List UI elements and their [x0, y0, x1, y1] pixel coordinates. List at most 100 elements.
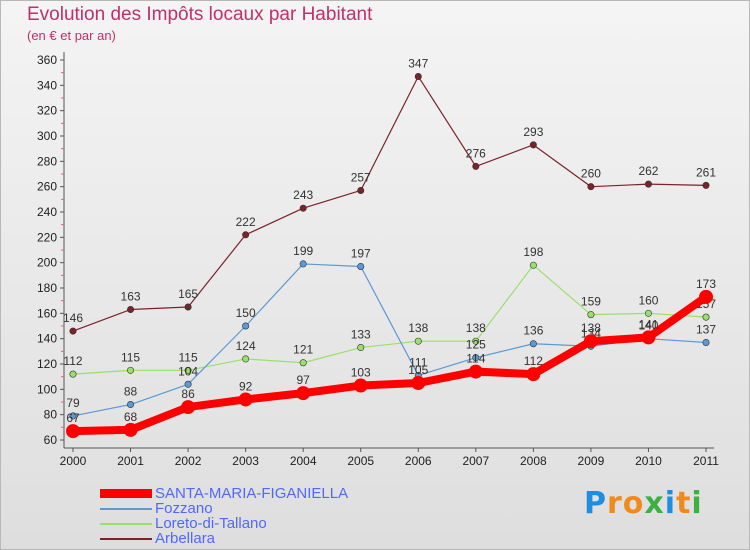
data-point-santa-maria-figaniella — [123, 422, 138, 437]
legend-label: Loreto-di-Tallano — [155, 515, 267, 532]
data-point-loreto-di-tallano — [357, 344, 365, 352]
data-label-arbellara: 163 — [121, 290, 141, 304]
data-label-santa-maria-figaniella: 173 — [696, 277, 716, 291]
legend-item-santa-maria-figaniella: SANTA-MARIA-FIGANIELLA — [100, 486, 348, 501]
x-tick-label: 2005 — [347, 454, 374, 468]
data-label-loreto-di-tallano: 124 — [236, 339, 256, 353]
data-label-arbellara: 257 — [351, 170, 371, 184]
y-tick-label: 180 — [37, 281, 57, 295]
y-tick-label: 320 — [37, 104, 57, 118]
data-label-arbellara: 261 — [696, 165, 716, 179]
data-label-santa-maria-figaniella: 112 — [524, 354, 543, 368]
data-label-arbellara: 262 — [638, 164, 658, 178]
data-label-santa-maria-figaniella: 86 — [181, 387, 195, 401]
data-label-santa-maria-figaniella: 68 — [124, 410, 138, 424]
data-label-loreto-di-tallano: 112 — [63, 354, 82, 368]
data-label-fozzano: 104 — [178, 364, 198, 378]
data-point-fozzano — [299, 260, 307, 268]
data-point-arbellara — [644, 180, 652, 188]
x-tick-label: 2008 — [520, 454, 547, 468]
logo-letter: i — [691, 486, 703, 521]
data-point-arbellara — [69, 327, 77, 335]
data-point-loreto-di-tallano — [69, 370, 77, 378]
legend-swatch — [100, 489, 152, 498]
y-tick-label: 160 — [37, 306, 57, 320]
y-tick-label: 360 — [37, 53, 57, 67]
data-label-fozzano: 88 — [124, 385, 138, 399]
data-point-loreto-di-tallano — [242, 355, 250, 363]
data-label-loreto-di-tallano: 198 — [523, 245, 543, 259]
proxiti-logo: Proxiti — [584, 486, 703, 521]
logo-letter: t — [676, 486, 692, 521]
legend-swatch — [100, 522, 152, 525]
data-label-loreto-di-tallano: 159 — [581, 295, 601, 309]
y-tick-label: 260 — [37, 180, 57, 194]
data-point-arbellara — [184, 303, 192, 311]
data-point-fozzano — [357, 262, 365, 270]
data-point-loreto-di-tallano — [184, 366, 192, 374]
x-tick-label: 2006 — [405, 454, 432, 468]
data-label-fozzano: 197 — [351, 246, 371, 260]
data-label-fozzano: 79 — [66, 396, 80, 410]
data-point-fozzano — [529, 340, 537, 348]
data-point-santa-maria-figaniella — [583, 334, 598, 349]
legend-label: Fozzano — [155, 500, 213, 517]
data-point-fozzano — [184, 380, 192, 388]
data-label-santa-maria-figaniella: 105 — [408, 363, 428, 377]
data-point-loreto-di-tallano — [414, 337, 422, 345]
data-point-arbellara — [127, 306, 135, 314]
legend-item-arbellara: Arbellara — [100, 531, 215, 546]
data-point-loreto-di-tallano — [127, 366, 135, 374]
series-line-santa-maria-figaniella — [69, 292, 710, 436]
data-label-arbellara: 243 — [293, 188, 313, 202]
data-label-loreto-di-tallano: 121 — [293, 343, 313, 357]
x-tick-label: 2011 — [693, 454, 719, 468]
chart-subtitle: (en € et par an) — [27, 28, 116, 43]
data-point-santa-maria-figaniella — [181, 400, 196, 415]
legend-label: Arbellara — [155, 530, 216, 547]
data-label-santa-maria-figaniella: 141 — [638, 317, 658, 331]
data-point-loreto-di-tallano — [529, 261, 537, 269]
data-label-arbellara: 222 — [236, 215, 256, 229]
data-label-arbellara: 293 — [523, 125, 543, 139]
data-point-loreto-di-tallano — [702, 313, 710, 321]
data-label-santa-maria-figaniella: 67 — [66, 411, 80, 425]
data-point-santa-maria-figaniella — [353, 378, 368, 393]
data-point-fozzano — [472, 354, 480, 362]
data-point-santa-maria-figaniella — [66, 424, 80, 439]
y-tick-label: 120 — [37, 357, 57, 371]
legend-item-loreto-di-tallano: Loreto-di-Tallano — [100, 516, 267, 531]
y-tick-label: 100 — [37, 382, 57, 396]
legend-swatch — [100, 537, 152, 540]
data-point-loreto-di-tallano — [472, 337, 480, 345]
data-point-arbellara — [299, 204, 307, 212]
logo-letter: x — [644, 486, 665, 521]
data-point-arbellara — [702, 181, 710, 189]
x-tick-label: 2001 — [117, 454, 144, 468]
data-point-arbellara — [242, 231, 250, 239]
data-label-santa-maria-figaniella: 103 — [351, 366, 371, 380]
y-tick-label: 200 — [37, 256, 57, 270]
data-point-fozzano — [242, 322, 250, 330]
y-tick-label: 340 — [37, 78, 57, 92]
logo-letter: i — [664, 486, 677, 521]
x-tick-label: 2000 — [60, 454, 87, 468]
legend-item-fozzano: Fozzano — [100, 501, 213, 516]
chart-title: Evolution des Impôts locaux par Habitant — [27, 4, 373, 25]
data-label-arbellara: 146 — [63, 311, 83, 325]
y-tick-label: 220 — [37, 230, 57, 244]
data-label-fozzano: 150 — [236, 306, 256, 320]
data-point-loreto-di-tallano — [644, 309, 652, 317]
data-label-arbellara: 260 — [581, 167, 601, 181]
data-point-santa-maria-figaniella — [296, 386, 311, 401]
data-label-arbellara: 276 — [466, 146, 486, 160]
data-label-loreto-di-tallano: 133 — [351, 328, 371, 342]
x-tick-label: 2009 — [578, 454, 605, 468]
data-point-arbellara — [472, 162, 480, 170]
data-point-fozzano — [702, 338, 710, 346]
x-tick-label: 2004 — [290, 454, 317, 468]
data-point-fozzano — [127, 401, 135, 409]
x-tick-label: 2010 — [635, 454, 662, 468]
